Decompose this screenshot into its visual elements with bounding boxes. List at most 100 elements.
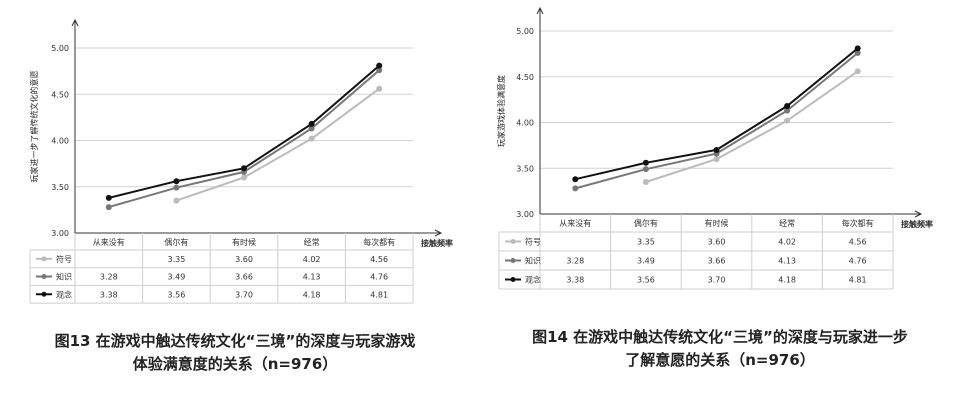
chart-right-data-point-2 [713, 146, 720, 153]
chart-right-table-cell: 3.35 [637, 238, 655, 247]
chart-left-ytick-label: 5.00 [51, 44, 69, 53]
chart-right-legend-label-2: 观念 [525, 275, 541, 285]
chart-right-data-point-0 [854, 68, 861, 75]
chart-right-table-cell: 4.02 [778, 238, 796, 247]
chart-right-x-axis-title: 接触频率 [901, 219, 933, 229]
chart-right-table-cell: 3.60 [708, 238, 726, 247]
chart-left-data-point-2 [241, 165, 247, 172]
chart-left-data-point-2 [308, 120, 315, 127]
chart-left-legend-marker-2 [41, 291, 47, 297]
chart-right-category-label: 偶尔有 [634, 218, 658, 228]
chart-right-table-cell: 3.56 [637, 276, 655, 285]
chart-left-svg: 3.00 3.50 4.00 4.50 5.00 接触频率 玩家进一步了解传统文化的意愿从来… [29, 18, 453, 304]
chart-right-category-label: 从来没有 [559, 218, 591, 228]
chart-left-ytick-label: 3.00 [51, 229, 69, 238]
chart-right-data-point-0 [642, 178, 649, 185]
chart-left-data-point-2 [105, 194, 112, 201]
chart-right-category-label: 有时候 [705, 218, 729, 228]
chart-left-table-cell: 3.66 [235, 273, 253, 282]
chart-right-table-cell: 4.13 [778, 257, 796, 266]
chart-right-x-axis-arrow [914, 210, 923, 218]
chart-right-table-cell: 3.28 [566, 257, 584, 266]
chart-left-data-point-0 [376, 85, 383, 92]
chart-right-ytick-label: 3.00 [516, 210, 534, 219]
chart-right-table-cell: 3.70 [708, 276, 726, 285]
chart-right-data-point-2 [784, 103, 791, 110]
chart-right-legend-marker-2 [510, 277, 516, 282]
chart-left-table-cell: 4.13 [303, 273, 321, 282]
chart-left-y-axis-arrow [71, 18, 79, 27]
chart-left-category-label: 每次都有 [363, 237, 395, 247]
chart-left-series-line-0 [176, 87, 380, 202]
chart-right-series-line-0 [645, 70, 859, 183]
chart-left-data-point-1 [308, 125, 315, 132]
chart-left-data-point-2 [376, 62, 383, 69]
chart-left-table-cell: 3.38 [100, 290, 118, 299]
chart-right-data-point-1 [854, 49, 861, 56]
chart-right-caption-line1: 图14 在游戏中触达传统文化“三境”的深度与玩家进一步 [532, 328, 908, 346]
chart-right-ytick-label: 4.00 [516, 119, 534, 128]
chart-left-table-cell: 3.28 [100, 273, 118, 282]
chart-left-data-point-1 [376, 67, 383, 74]
chart-left-table-cell: 4.81 [370, 290, 388, 299]
chart-right-data-point-2 [642, 159, 649, 166]
chart-left-table-cell: 4.76 [370, 273, 388, 282]
chart-left-ytick-label: 3.50 [51, 183, 69, 192]
chart-left-data-point-0 [173, 197, 180, 204]
chart-left-data-point-1 [173, 184, 180, 191]
chart-right-table-cell: 4.81 [849, 276, 867, 285]
chart-left-category-label: 偶尔有 [164, 237, 188, 247]
chart-left-category-label: 有时候 [232, 237, 256, 247]
chart-right-legend-label-0: 符号 [525, 237, 541, 247]
chart-left-table-cell: 3.35 [167, 255, 185, 264]
chart-left-x-axis-title: 接触频率 [421, 238, 453, 248]
chart-right-data-point-2 [854, 45, 861, 52]
chart-left-data-point-1 [105, 204, 112, 211]
chart-left-legend-label-1: 知识 [56, 272, 72, 282]
chart-left-table-cell: 3.70 [235, 290, 253, 299]
chart-left-x-axis-arrow [434, 229, 443, 237]
chart-left-table-cell: 4.56 [370, 255, 388, 264]
chart-left-table-cell: 3.49 [167, 273, 185, 282]
chart-right-legend-label-1: 知识 [525, 256, 541, 266]
chart-left-ytick-label: 4.00 [51, 137, 69, 146]
chart-right-table-cell: 4.18 [778, 276, 796, 285]
chart-right-data-point-1 [572, 185, 579, 192]
chart-right-caption: 图14 在游戏中触达传统文化“三境”的深度与玩家进一步 了解意愿的关系（n=97… [490, 326, 950, 372]
chart-left-table-cell: 4.02 [303, 255, 321, 264]
chart-left-table-cell: 3.56 [167, 290, 185, 299]
chart-right-data-point-1 [642, 166, 649, 173]
chart-left-category-label: 经常 [304, 237, 320, 247]
chart-right-caption-line2: 了解意愿的关系（n=976） [625, 351, 815, 369]
chart-left-data-point-2 [173, 178, 180, 185]
chart-left-category-label: 从来没有 [93, 237, 125, 247]
chart-left-table-cell: 4.18 [303, 290, 321, 299]
chart-right-data-point-0 [713, 156, 720, 163]
chart-right-category-label: 经常 [779, 218, 795, 228]
chart-left-caption: 图13 在游戏中触达传统文化“三境”的深度与玩家游戏 体验满意度的关系（n=97… [10, 330, 460, 376]
chart-right-legend-marker-0 [510, 239, 516, 244]
chart-right-ytick-label: 5.00 [516, 27, 534, 36]
chart-left-table-cell: 3.60 [235, 255, 253, 264]
chart-left-legend-label-0: 符号 [56, 254, 72, 264]
chart-right-category-label: 每次都有 [842, 218, 874, 228]
chart-right-y-axis-title: 玩家游戏体验满意度 [496, 75, 506, 147]
chart-right-ytick-label: 4.50 [516, 73, 534, 82]
chart-right-table-cell: 3.49 [637, 257, 655, 266]
chart-left-caption-line2: 体验满意度的关系（n=976） [132, 355, 338, 373]
chart-panel-right: 3.00 3.50 4.00 4.50 5.00 接触频率 玩家游戏体验满意度从来没有 偶尔有… [480, 0, 960, 403]
chart-right-data-point-1 [784, 107, 791, 114]
chart-right-table-cell: 3.66 [708, 257, 726, 266]
chart-right-data-point-2 [572, 176, 579, 183]
chart-left-data-point-0 [241, 174, 247, 181]
chart-right-table-cell: 3.38 [566, 276, 584, 285]
chart-panel-left: 3.00 3.50 4.00 4.50 5.00 接触频率 玩家进一步了解传统文化的意愿 从来… [10, 18, 460, 376]
chart-left-y-axis-title: 玩家进一步了解传统文化的意愿 [29, 71, 39, 183]
chart-left-data-point-0 [308, 135, 315, 142]
chart-right-data-point-0 [784, 117, 791, 124]
chart-right-y-axis-arrow [536, 6, 544, 15]
chart-left-legend-marker-1 [41, 274, 47, 280]
chart-right-ytick-label: 3.50 [516, 164, 534, 173]
chart-right-table-cell: 4.76 [849, 257, 867, 266]
